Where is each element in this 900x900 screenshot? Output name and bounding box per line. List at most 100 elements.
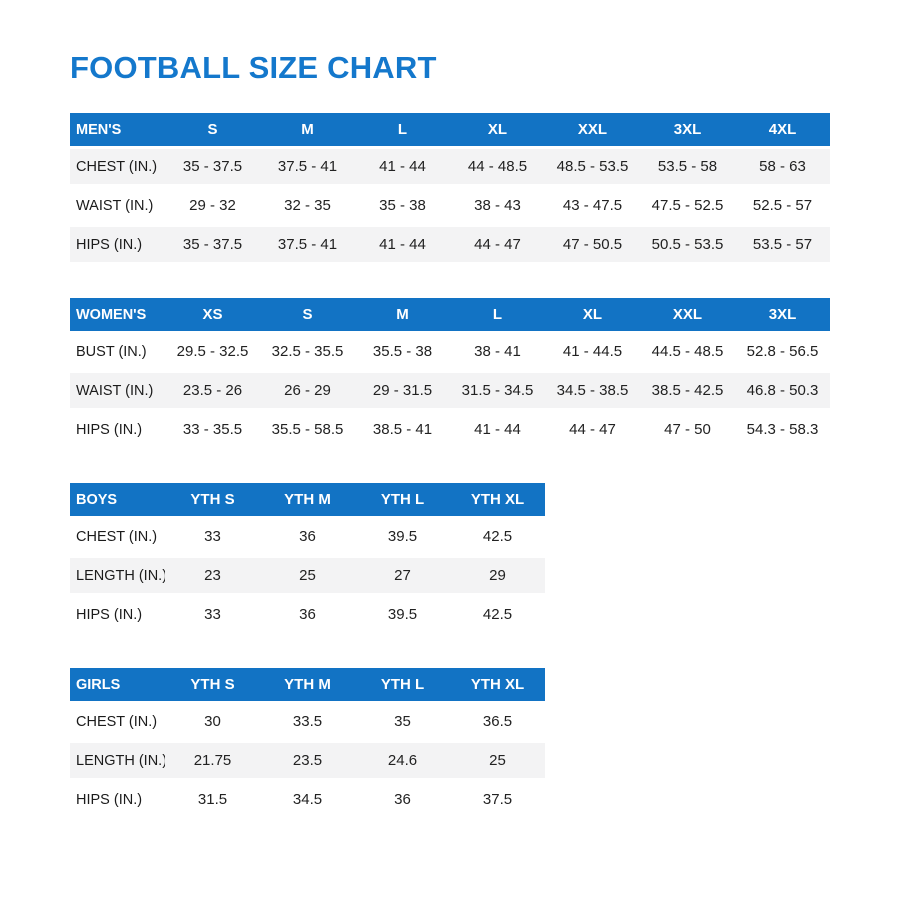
page-title: FOOTBALL SIZE CHART — [70, 50, 437, 85]
girls-table-title: GIRLS — [76, 676, 121, 693]
row-label: CHEST (IN.) — [76, 158, 158, 175]
row-label: HIPS (IN.) — [76, 791, 143, 808]
size-value-cell: 44 - 47 — [474, 236, 521, 253]
size-value-cell: 42.5 — [482, 528, 513, 545]
womens-size-table: WOMEN'S XS S M L XL XXL 3XL BUST (IN.) 29.5 - 32.… — [70, 298, 830, 447]
size-value-cell: 41 - 44.5 — [562, 343, 623, 360]
boys-row-length: LENGTH (IN.) 23 25 27 29 — [70, 558, 545, 593]
girls-row-length: LENGTH (IN.) 21.75 23.5 24.6 25 — [70, 743, 545, 778]
size-value-cell: 31.5 — [197, 791, 228, 808]
size-value-cell: 39.5 — [387, 606, 418, 623]
size-value-cell: 36 — [394, 791, 411, 808]
mens-row-hips: HIPS (IN.) 35 - 37.5 37.5 - 41 41 - 44 44 - … — [70, 227, 830, 262]
girls-column-header-yth-xl: YTH XL — [470, 676, 525, 693]
size-value-cell: 54.3 - 58.3 — [746, 421, 819, 438]
size-value-cell: 44.5 - 48.5 — [651, 343, 724, 360]
size-value-cell: 24.6 — [387, 752, 418, 769]
size-value-cell: 35.5 - 58.5 — [271, 421, 344, 438]
boys-column-header-yth-s: YTH S — [190, 491, 235, 508]
girls-column-header-yth-m: YTH M — [284, 676, 331, 693]
girls-column-header-yth-s: YTH S — [190, 676, 235, 693]
womens-column-header-l: L — [492, 306, 503, 323]
boys-header-row: BOYS YTH S YTH M YTH L YTH XL — [70, 483, 545, 516]
mens-column-header-xxl: XXL — [577, 121, 608, 138]
size-value-cell: 58 - 63 — [759, 158, 806, 175]
size-value-cell: 29 - 31.5 — [372, 382, 433, 399]
row-label: CHEST (IN.) — [76, 713, 158, 730]
mens-column-header-s: S — [207, 121, 218, 138]
womens-column-header-3xl: 3XL — [768, 306, 797, 323]
size-value-cell: 27 — [394, 567, 411, 584]
size-value-cell: 37.5 - 41 — [277, 158, 338, 175]
row-label: WAIST (IN.) — [76, 197, 154, 214]
mens-column-header-3xl: 3XL — [673, 121, 702, 138]
row-label: BUST (IN.) — [76, 343, 147, 360]
size-value-cell: 34.5 — [292, 791, 323, 808]
size-value-cell: 53.5 - 58 — [657, 158, 718, 175]
boys-row-hips: HIPS (IN.) 33 36 39.5 42.5 — [70, 597, 545, 632]
mens-column-header-l: L — [397, 121, 408, 138]
row-label: HIPS (IN.) — [76, 236, 143, 253]
boys-column-header-yth-l: YTH L — [380, 491, 425, 508]
size-value-cell: 35 - 37.5 — [182, 236, 243, 253]
size-value-cell: 23.5 - 26 — [182, 382, 243, 399]
mens-column-header-4xl: 4XL — [768, 121, 797, 138]
size-value-cell: 47 - 50.5 — [562, 236, 623, 253]
womens-column-header-s: S — [302, 306, 313, 323]
size-value-cell: 33 — [204, 528, 221, 545]
size-value-cell: 36 — [299, 606, 316, 623]
size-value-cell: 33 - 35.5 — [182, 421, 243, 438]
boys-column-header-yth-m: YTH M — [284, 491, 331, 508]
womens-column-header-m: M — [396, 306, 409, 323]
size-value-cell: 38 - 41 — [474, 343, 521, 360]
size-value-cell: 43 - 47.5 — [562, 197, 623, 214]
size-value-cell: 25 — [299, 567, 316, 584]
size-value-cell: 41 - 44 — [379, 158, 426, 175]
size-value-cell: 29.5 - 32.5 — [176, 343, 249, 360]
size-value-cell: 48.5 - 53.5 — [556, 158, 629, 175]
girls-column-header-yth-l: YTH L — [380, 676, 425, 693]
size-value-cell: 23 — [204, 567, 221, 584]
size-value-cell: 36.5 — [482, 713, 513, 730]
size-value-cell: 35 — [394, 713, 411, 730]
mens-row-waist: WAIST (IN.) 29 - 32 32 - 35 35 - 38 38 - 43 4… — [70, 188, 830, 223]
womens-row-waist: WAIST (IN.) 23.5 - 26 26 - 29 29 - 31.5 31.5… — [70, 373, 830, 408]
row-label: CHEST (IN.) — [76, 528, 158, 545]
mens-row-chest: CHEST (IN.) 35 - 37.5 37.5 - 41 41 - 44 44 -… — [70, 149, 830, 184]
size-value-cell: 39.5 — [387, 528, 418, 545]
size-value-cell: 41 - 44 — [474, 421, 521, 438]
size-value-cell: 35 - 37.5 — [182, 158, 243, 175]
size-value-cell: 21.75 — [193, 752, 232, 769]
size-value-cell: 35 - 38 — [379, 197, 426, 214]
size-value-cell: 53.5 - 57 — [752, 236, 813, 253]
row-label: HIPS (IN.) — [76, 606, 143, 623]
womens-table-title: WOMEN'S — [76, 306, 147, 323]
size-tables-container: MEN'S S M L XL XXL 3XL 4XL CHEST (IN.) 35 - 37.5 3… — [70, 113, 830, 817]
mens-table-title: MEN'S — [76, 121, 122, 138]
womens-column-header-xs: XS — [202, 306, 223, 323]
size-value-cell: 50.5 - 53.5 — [651, 236, 724, 253]
size-value-cell: 32 - 35 — [284, 197, 331, 214]
row-label: LENGTH (IN.) — [76, 567, 165, 584]
size-value-cell: 38 - 43 — [474, 197, 521, 214]
row-label: LENGTH (IN.) — [76, 752, 165, 769]
size-value-cell: 35.5 - 38 — [372, 343, 433, 360]
size-value-cell: 30 — [204, 713, 221, 730]
size-value-cell: 25 — [489, 752, 506, 769]
girls-row-chest: CHEST (IN.) 30 33.5 35 36.5 — [70, 704, 545, 739]
womens-column-header-xl: XL — [582, 306, 603, 323]
size-value-cell: 23.5 — [292, 752, 323, 769]
mens-header-row: MEN'S S M L XL XXL 3XL 4XL — [70, 113, 830, 146]
size-value-cell: 38.5 - 41 — [372, 421, 433, 438]
womens-row-bust: BUST (IN.) 29.5 - 32.5 32.5 - 35.5 35.5 - 3… — [70, 334, 830, 369]
womens-header-row: WOMEN'S XS S M L XL XXL 3XL — [70, 298, 830, 331]
womens-row-hips: HIPS (IN.) 33 - 35.5 35.5 - 58.5 38.5 - 41 4… — [70, 412, 830, 447]
row-label: HIPS (IN.) — [76, 421, 143, 438]
size-value-cell: 47 - 50 — [664, 421, 711, 438]
size-value-cell: 52.8 - 56.5 — [746, 343, 819, 360]
boys-row-chest: CHEST (IN.) 33 36 39.5 42.5 — [70, 519, 545, 554]
boys-table-title: BOYS — [76, 491, 118, 508]
girls-row-hips: HIPS (IN.) 31.5 34.5 36 37.5 — [70, 782, 545, 817]
row-label: WAIST (IN.) — [76, 382, 154, 399]
womens-column-header-xxl: XXL — [672, 306, 703, 323]
